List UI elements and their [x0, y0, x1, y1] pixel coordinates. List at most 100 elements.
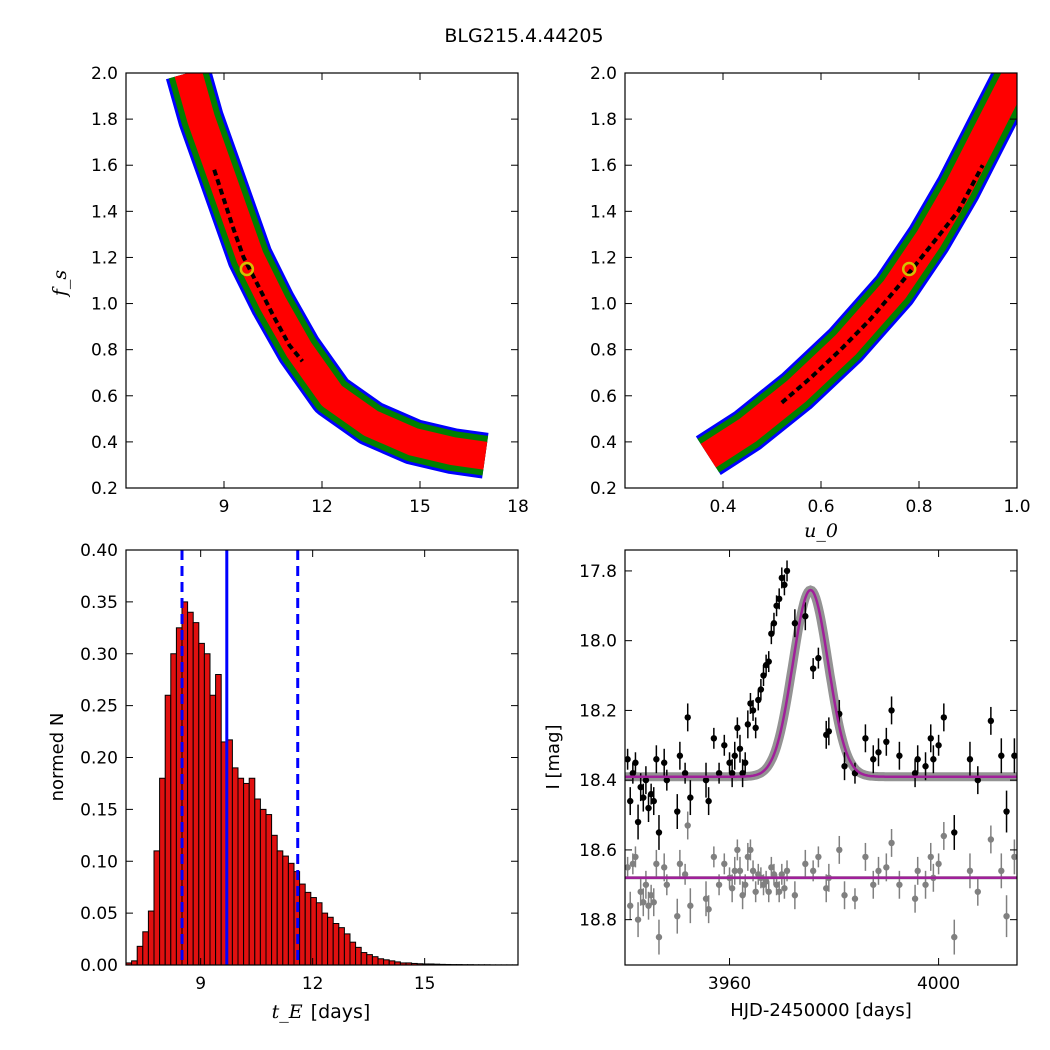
data-point — [966, 756, 974, 763]
residual-point — [770, 871, 778, 878]
y-tick-label: 1.2 — [590, 248, 617, 268]
u0-fs-panel: 0.4 0.6 0.8 1.0 0.2 0.4 0.6 0.8 1.0 1.2 1.4 1.6 1.8 2… — [590, 64, 1031, 517]
residual-point — [911, 895, 919, 902]
residual-point — [752, 888, 759, 895]
residual-point — [778, 871, 785, 878]
histogram-bar — [136, 945, 144, 966]
histogram-bar — [209, 694, 217, 966]
data-point — [775, 595, 783, 603]
histogram-bar — [304, 891, 312, 966]
residual-point — [632, 853, 639, 861]
core-contour — [212, 169, 304, 363]
residual-point — [768, 864, 775, 871]
y-tick-label: 18.6 — [579, 841, 617, 861]
residual-point — [634, 916, 642, 923]
y-tick-label: 2.0 — [590, 64, 617, 84]
x-tick-label: 9 — [195, 974, 206, 994]
residual-point — [742, 881, 749, 888]
y-tick-label: 0.4 — [91, 433, 118, 453]
data-point — [940, 714, 948, 721]
data-point — [634, 818, 642, 826]
residual-point — [851, 895, 859, 902]
histogram-bar — [248, 777, 256, 966]
y-tick-label: 0.15 — [80, 800, 118, 820]
data-point — [674, 808, 681, 815]
residual-point — [736, 867, 744, 875]
histogram-bar — [315, 902, 323, 966]
lightcurve-content — [625, 560, 1017, 955]
data-point — [770, 620, 778, 627]
data-point — [705, 797, 712, 805]
residual-point — [627, 902, 634, 909]
y-tick-label: 0.2 — [590, 479, 617, 499]
data-point — [629, 769, 637, 777]
u0-axis-label: u_0 — [804, 520, 838, 542]
histogram-bar — [343, 933, 351, 966]
y-tick-label: 1.0 — [590, 295, 617, 315]
residual-point — [715, 881, 723, 888]
data-point — [815, 654, 822, 662]
residual-point — [922, 881, 929, 888]
y-tick-label: 1.0 — [91, 295, 118, 315]
data-point — [632, 759, 639, 766]
y-tick-label: 1.2 — [91, 248, 118, 268]
data-point — [702, 776, 710, 784]
y-tick-label: 1.4 — [590, 202, 617, 222]
data-point — [715, 769, 723, 777]
data-point — [875, 749, 882, 756]
data-point — [922, 763, 929, 770]
data-point — [676, 752, 684, 759]
residual-point — [791, 892, 799, 899]
data-point — [739, 769, 746, 777]
residual-point — [914, 867, 921, 875]
data-point — [778, 574, 785, 582]
histogram-bar — [360, 952, 368, 966]
residual-point — [815, 853, 822, 861]
tE-histogram-panel: 9 12 15 0.00 0.05 0.10 0.15 0.20 0.25 0.30 0.35 0.4… — [80, 541, 519, 994]
histogram-bar — [310, 897, 317, 966]
data-point — [935, 742, 942, 749]
y-tick-label: 0.00 — [80, 956, 118, 976]
data-point — [744, 721, 752, 728]
tE-fs-panel: 9 12 15 18 0.2 0.4 0.6 0.8 1.0 1.2 1.4 1.6 1.8 2.0 — [91, 64, 529, 517]
histogram-bar — [192, 622, 200, 966]
y-tick-label: 0.6 — [91, 387, 118, 407]
plot-frame — [624, 549, 1018, 966]
residual-point — [1003, 912, 1010, 920]
data-point — [757, 686, 765, 693]
data-point — [888, 707, 895, 714]
residual-point — [663, 881, 671, 888]
x-tick-label: 15 — [409, 497, 431, 517]
core-contour — [780, 164, 985, 405]
inner-contour — [174, 73, 488, 470]
residual-point — [744, 853, 752, 861]
data-point — [870, 756, 877, 763]
histogram-bar — [153, 850, 161, 966]
residual-point — [935, 860, 942, 868]
residual-point — [773, 881, 780, 888]
fs-axis-label: f_s — [49, 270, 71, 299]
residual-point — [940, 832, 948, 840]
data-point — [760, 672, 767, 679]
data-point — [773, 602, 780, 609]
data-point — [755, 696, 762, 704]
x-tick-label: 9 — [219, 497, 230, 517]
residual-point — [728, 885, 736, 892]
y-tick-label: 18.2 — [579, 701, 617, 721]
residual-point — [687, 902, 694, 909]
x-tick-label: 18 — [507, 497, 529, 517]
histogram-bar — [371, 956, 379, 966]
data-point — [930, 756, 937, 763]
y-tick-label: 0.40 — [80, 541, 118, 561]
y-tick-label: 0.25 — [80, 697, 118, 717]
residual-point — [684, 822, 691, 829]
data-point — [841, 763, 848, 770]
residual-point — [762, 878, 770, 885]
y-tick-label: 18.4 — [579, 771, 617, 791]
data-point — [655, 829, 663, 836]
residual-point — [765, 888, 772, 895]
y-tick-label: 1.4 — [91, 202, 118, 222]
histogram-bar — [332, 923, 340, 966]
data-point — [974, 776, 981, 784]
lightcurve-panel: 3960 4000 17.8 18.0 18.2 18.4 18.6 18.8 — [579, 549, 1018, 994]
